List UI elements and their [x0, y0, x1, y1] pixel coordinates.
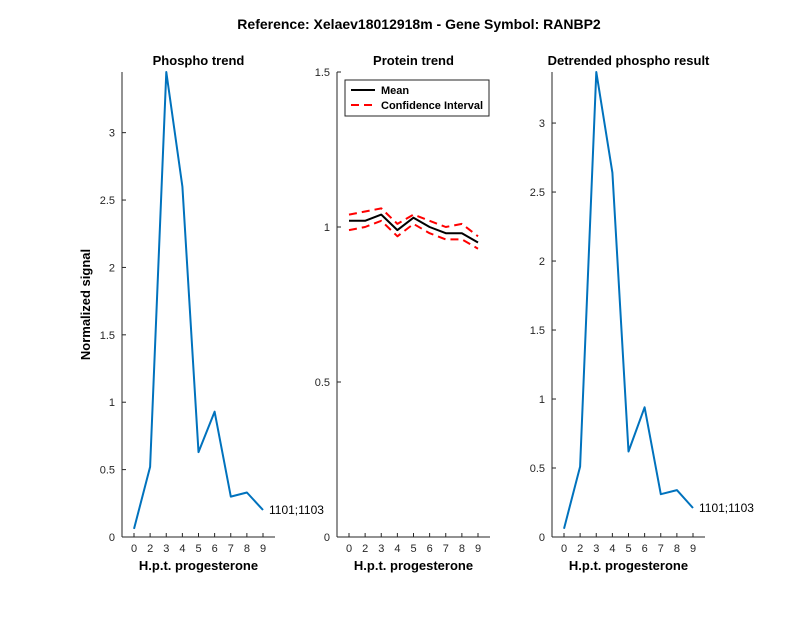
y-tick-label: 0.5 — [100, 465, 115, 477]
x-tick-label: 3 — [378, 543, 384, 555]
legend-box — [344, 79, 490, 117]
x-tick-label: 8 — [244, 543, 250, 555]
y-tick-label: 1.5 — [530, 325, 545, 337]
x-axis-label: H.p.t. progesterone — [354, 558, 473, 573]
y-tick-label: 0.5 — [530, 463, 545, 475]
x-tick-label: 2 — [362, 543, 368, 555]
x-tick-label: 9 — [690, 543, 696, 555]
x-tick-label: 4 — [609, 543, 615, 555]
legend-label: Mean — [381, 85, 409, 97]
x-tick-label: 7 — [443, 543, 449, 555]
y-tick-label: 1.5 — [100, 330, 115, 342]
y-tick-label: 2.5 — [100, 195, 115, 207]
y-axis-label: Normalized signal — [78, 249, 93, 360]
legend-label: Confidence Interval — [381, 100, 483, 112]
y-tick-label: 2 — [109, 262, 115, 274]
x-tick-label: 2 — [577, 543, 583, 555]
y-tick-label: 2.5 — [530, 187, 545, 199]
chart-title: Phospho trend — [153, 53, 245, 68]
x-tick-label: 4 — [394, 543, 400, 555]
series-line-signal — [563, 71, 694, 529]
series-annotation: 1101;1103 — [699, 501, 754, 515]
x-tick-label: 4 — [179, 543, 185, 555]
x-tick-label: 6 — [212, 543, 218, 555]
x-tick-label: 9 — [475, 543, 481, 555]
x-tick-label: 5 — [410, 543, 416, 555]
series-line-mean-0 — [349, 213, 479, 244]
x-tick-label: 8 — [459, 543, 465, 555]
x-tick-label: 2 — [147, 543, 153, 555]
series-line-confidence-interval-1 — [348, 207, 479, 238]
series-annotation: 1101;1103 — [269, 503, 324, 517]
chart-title: Detrended phospho result — [548, 53, 710, 68]
x-tick-label: 9 — [260, 543, 266, 555]
x-tick-label: 0 — [131, 543, 137, 555]
x-tick-label: 0 — [561, 543, 567, 555]
y-tick-label: 0 — [539, 532, 545, 544]
y-tick-label: 1 — [539, 394, 545, 406]
x-tick-label: 7 — [228, 543, 234, 555]
chart-title: Protein trend — [373, 53, 454, 68]
x-tick-label: 3 — [163, 543, 169, 555]
x-tick-label: 7 — [658, 543, 664, 555]
y-tick-label: 1.5 — [315, 67, 330, 79]
x-tick-label: 5 — [625, 543, 631, 555]
y-tick-label: 0 — [324, 532, 330, 544]
x-tick-label: 8 — [674, 543, 680, 555]
x-axis-label: H.p.t. progesterone — [569, 558, 688, 573]
x-tick-label: 6 — [427, 543, 433, 555]
y-tick-label: 0.5 — [315, 377, 330, 389]
y-tick-label: 3 — [109, 128, 115, 140]
y-tick-label: 1 — [109, 397, 115, 409]
y-tick-label: 0 — [109, 532, 115, 544]
x-axis-label: H.p.t. progesterone — [139, 558, 258, 573]
figure-title: Reference: Xelaev18012918m - Gene Symbol… — [237, 16, 601, 32]
series-line-confidence-interval-2 — [348, 219, 479, 250]
y-tick-label: 1 — [324, 222, 330, 234]
x-tick-label: 5 — [195, 543, 201, 555]
y-tick-label: 3 — [539, 118, 545, 130]
x-tick-label: 3 — [593, 543, 599, 555]
series-line-signal — [133, 71, 264, 530]
x-tick-label: 6 — [642, 543, 648, 555]
y-tick-label: 2 — [539, 256, 545, 268]
x-tick-label: 0 — [346, 543, 352, 555]
